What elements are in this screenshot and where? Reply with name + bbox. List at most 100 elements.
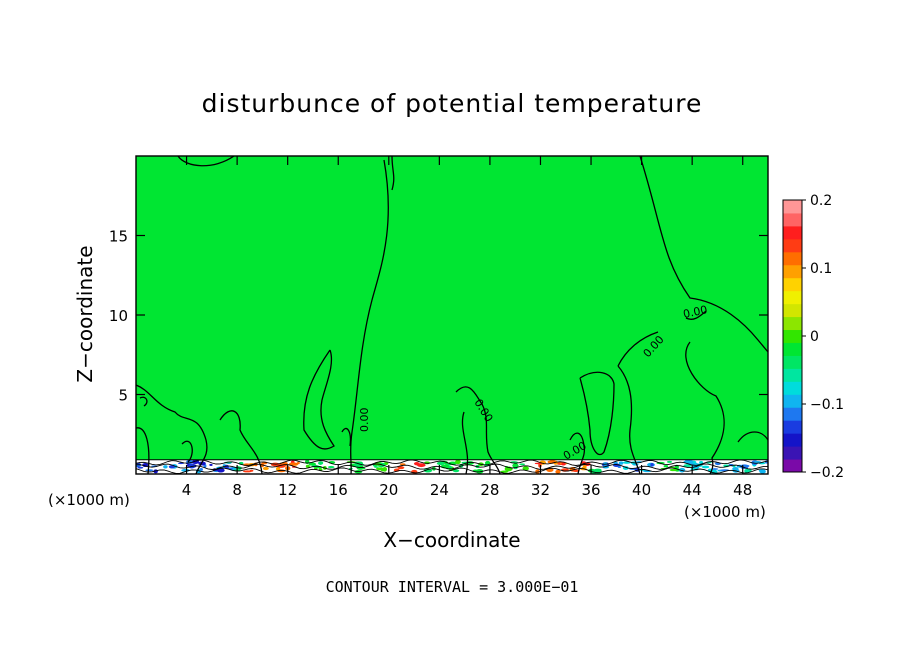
x-tick-label: 20 (379, 481, 398, 499)
contour-line (139, 396, 148, 407)
surface-blob (683, 464, 692, 468)
surface-blob (376, 467, 385, 471)
contour-label: 0.00 (682, 303, 709, 321)
contour-line (391, 156, 395, 191)
surface-blob (262, 466, 269, 471)
surface-blob (534, 462, 543, 465)
x-tick-label: 40 (632, 481, 651, 499)
y-axis-ticks: 5 10 15 (109, 228, 768, 405)
colorbar-swatch (783, 290, 802, 305)
x-tick-label: 24 (430, 481, 449, 499)
contour-line (579, 371, 615, 456)
y-tick-label: 15 (109, 228, 128, 246)
contour-line (177, 156, 235, 167)
surface-blob (618, 461, 624, 465)
surface-blob (572, 469, 580, 472)
surface-blob (701, 465, 710, 469)
surface-blob (617, 465, 622, 468)
surface-blob (522, 466, 529, 471)
surface-blob (666, 460, 672, 463)
contour-line (685, 341, 725, 474)
contour-line (639, 156, 768, 353)
chart-title: disturbunce of potential temperature (202, 89, 703, 118)
colorbar-swatch (783, 433, 802, 447)
colorbar-tick-label: 0.1 (810, 261, 832, 277)
plot-area: 0.00 0.00 0.00 0.00 0.00 4 8 12 16 20 24 28 32 3… (109, 155, 769, 499)
surface-blob (475, 468, 484, 474)
contour-interval-footer: CONTOUR INTERVAL = 3.000E−01 (326, 578, 579, 596)
surface-blob (423, 468, 433, 473)
surface-blob (137, 466, 144, 469)
colorbar-swatch (783, 264, 802, 279)
contour-lines (136, 156, 768, 474)
contour-line (341, 427, 352, 447)
contour-line (219, 410, 263, 474)
colorbar-swatch (783, 238, 802, 253)
x-axis-unit-right: (×1000 m) (684, 503, 766, 521)
x-tick-label: 8 (232, 481, 242, 499)
surface-blob (242, 470, 252, 473)
surface-blob (663, 465, 669, 468)
colorbar-swatch (783, 212, 802, 227)
colorbar-ticks: 0.2 0.1 0 −0.1 −0.2 (802, 193, 844, 481)
colorbar-swatch (783, 225, 802, 240)
contour-line (349, 159, 389, 474)
surface-blob (163, 465, 168, 469)
colorbar-swatch (783, 368, 802, 382)
x-tick-label: 48 (733, 481, 752, 499)
surface-blob (650, 463, 654, 467)
surface-blob (288, 462, 298, 466)
colorbar-swatch (783, 355, 802, 369)
colorbar-swatch (783, 394, 802, 408)
contour-line (455, 386, 501, 474)
surface-blob (276, 466, 281, 471)
surface-blob (452, 469, 460, 473)
y-axis-label: Z−coordinate (73, 245, 97, 382)
x-tick-label: 12 (278, 481, 297, 499)
surface-contour (136, 467, 768, 474)
contour-line (303, 349, 335, 450)
x-tick-label: 28 (480, 481, 499, 499)
surface-contour (136, 463, 768, 470)
surface-blob (759, 469, 766, 474)
surface-blob (732, 466, 739, 471)
colorbar-swatch (783, 200, 802, 214)
colorbar-swatch (783, 420, 802, 434)
colorbar-tick-label: −0.2 (810, 465, 844, 481)
x-tick-label: 16 (329, 481, 348, 499)
x-tick-label: 36 (581, 481, 600, 499)
colorbar-swatch (783, 329, 802, 343)
surface-blob (593, 468, 602, 471)
near-surface-disturbance-layer (136, 459, 768, 474)
x-tick-label: 4 (182, 481, 192, 499)
surface-blob (669, 468, 678, 472)
surface-blob (374, 466, 379, 468)
surface-blob (744, 470, 749, 473)
field-background (136, 156, 768, 474)
surface-blob (416, 463, 426, 468)
contour-line (181, 440, 193, 463)
surface-blob (397, 466, 405, 470)
y-tick-label: 5 (118, 387, 128, 405)
surface-blob (249, 469, 254, 472)
contour-line (136, 427, 150, 474)
surface-blob (519, 463, 526, 466)
surface-blob (209, 463, 213, 467)
colorbar-tick-label: −0.1 (810, 397, 844, 413)
surface-blob (305, 464, 310, 468)
contour-line (737, 431, 768, 443)
colorbar-tick-label: 0.2 (810, 193, 832, 209)
colorbar-swatch (783, 303, 802, 318)
surface-blob (436, 461, 445, 466)
colorbar-swatches (783, 200, 802, 473)
surface-blob (561, 462, 566, 466)
colorbar-swatch (783, 251, 802, 266)
surface-blob (555, 469, 561, 474)
x-axis-unit-left: (×1000 m) (48, 491, 130, 509)
contour-line (461, 411, 469, 474)
colorbar-swatch (783, 277, 802, 292)
surface-blob (308, 462, 317, 466)
surface-contour (136, 459, 768, 466)
colorbar-tick-label: 0 (810, 329, 819, 345)
